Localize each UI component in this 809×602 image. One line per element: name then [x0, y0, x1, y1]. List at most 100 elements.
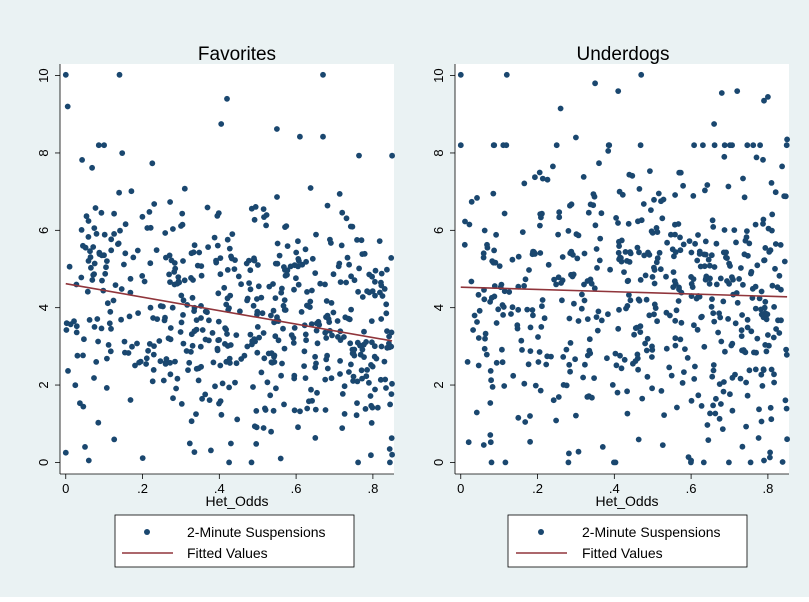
data-point: [711, 142, 718, 149]
data-point: [181, 185, 188, 192]
data-point: [750, 142, 757, 149]
data-point: [555, 231, 561, 238]
data-point: [118, 316, 124, 323]
data-point: [736, 276, 742, 282]
data-point: [530, 248, 536, 255]
data-point: [765, 94, 771, 100]
data-point: [180, 258, 186, 264]
data-point: [476, 307, 483, 314]
data-point: [636, 297, 643, 304]
data-point: [527, 348, 534, 354]
data-point: [649, 274, 656, 280]
data-point: [279, 360, 285, 367]
data-point: [717, 314, 724, 321]
data-point: [783, 142, 790, 149]
data-point: [227, 360, 233, 366]
data-point: [368, 452, 374, 459]
data-point: [684, 355, 691, 361]
data-point: [341, 411, 348, 417]
data-point: [376, 238, 383, 245]
data-point: [574, 255, 581, 262]
x-axis-label-underdogs: Het_Odds: [595, 493, 658, 509]
data-point: [733, 290, 740, 296]
data-point: [672, 221, 678, 228]
data-point: [740, 175, 746, 182]
data-point: [143, 361, 150, 367]
data-point: [720, 249, 727, 256]
data-point: [276, 252, 283, 259]
data-point: [712, 410, 719, 417]
data-point: [266, 283, 273, 290]
data-point: [63, 320, 70, 327]
data-point: [291, 325, 298, 331]
data-point: [487, 432, 494, 438]
data-point: [481, 345, 488, 352]
data-point: [312, 435, 319, 441]
data-point: [372, 267, 379, 274]
data-point: [145, 347, 152, 354]
data-point: [80, 352, 86, 359]
data-point: [627, 297, 634, 304]
data-point: [386, 446, 393, 452]
data-point: [134, 247, 141, 254]
data-point: [733, 239, 739, 246]
data-point: [648, 228, 655, 235]
data-point: [548, 353, 554, 360]
data-point: [461, 241, 468, 248]
data-point: [580, 174, 587, 180]
data-point: [166, 271, 173, 278]
data-point: [387, 401, 393, 408]
data-point: [656, 249, 663, 256]
data-point: [500, 312, 506, 318]
data-point: [339, 425, 346, 431]
data-point: [501, 288, 508, 295]
data-point: [575, 318, 582, 324]
data-point: [566, 450, 572, 457]
x-tick-label: .6: [291, 481, 302, 496]
data-point: [350, 378, 356, 384]
data-point: [702, 238, 709, 245]
data-point: [181, 277, 188, 284]
data-point: [369, 404, 376, 411]
data-point: [475, 335, 482, 341]
data-point: [251, 423, 258, 430]
data-point: [215, 318, 222, 325]
data-point: [744, 324, 751, 331]
data-point: [106, 320, 113, 327]
data-point: [709, 217, 716, 224]
data-point: [339, 209, 346, 216]
data-point: [677, 247, 684, 254]
data-point: [212, 383, 218, 390]
data-point: [208, 447, 214, 454]
y-tick-label: 8: [431, 149, 446, 156]
data-point: [389, 380, 395, 387]
data-point: [732, 320, 739, 327]
data-point: [638, 217, 645, 224]
data-point: [672, 335, 679, 342]
data-point: [270, 407, 277, 414]
data-point: [80, 403, 87, 410]
data-point: [204, 204, 211, 211]
data-point: [163, 254, 169, 261]
data-point: [634, 244, 641, 251]
data-point: [483, 351, 490, 358]
data-point: [713, 281, 720, 288]
axes-underdogs: 0 2 4 6 8 10 0 .2 .4 .6 .8: [431, 64, 789, 496]
data-point: [304, 405, 311, 412]
data-point: [216, 400, 222, 407]
data-point: [284, 243, 291, 250]
data-point: [752, 366, 759, 373]
data-point: [654, 229, 661, 236]
data-point: [670, 284, 677, 290]
data-point: [651, 311, 657, 318]
data-point: [692, 240, 698, 247]
data-point: [195, 365, 202, 372]
legend-box-favorites: [114, 514, 355, 568]
data-point: [560, 382, 567, 388]
data-point: [457, 142, 464, 149]
data-point: [676, 286, 682, 293]
data-point: [95, 419, 102, 426]
data-point: [686, 238, 693, 245]
data-point: [91, 260, 98, 267]
data-point: [532, 174, 538, 181]
